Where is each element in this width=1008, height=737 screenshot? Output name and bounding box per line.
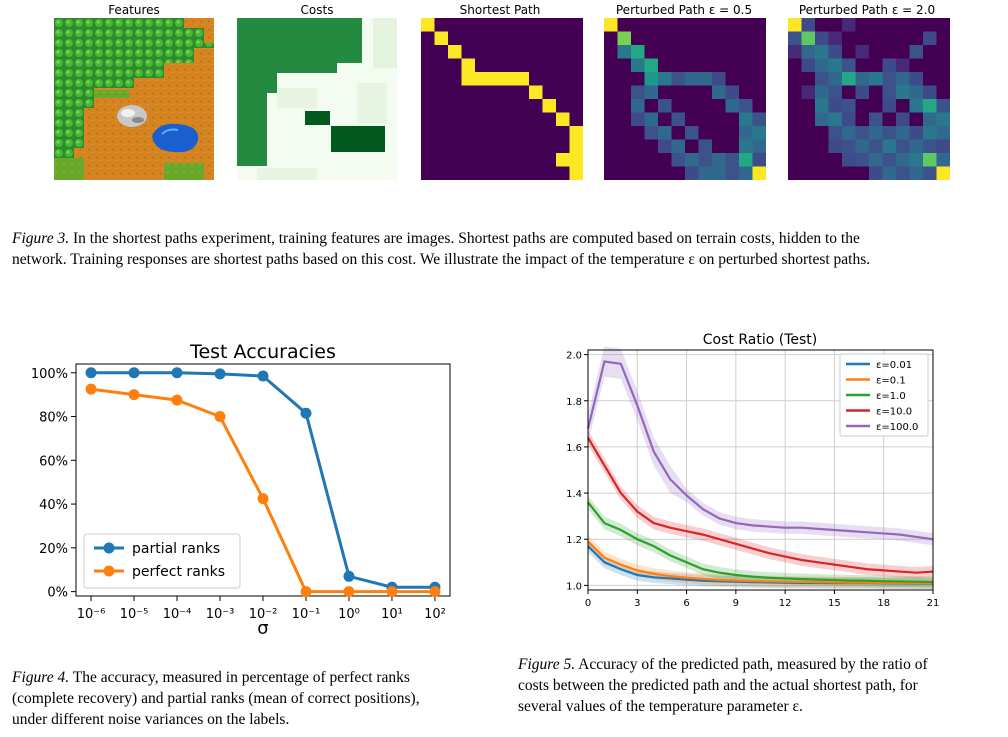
data-point: [85, 367, 97, 379]
legend-label: ε=100.0: [876, 422, 918, 433]
data-point: [343, 570, 355, 582]
chart-legend: ε=0.01 ε=0.1 ε=1.0 ε=10.0 ε=100.0: [839, 353, 929, 437]
data-point: [386, 586, 398, 598]
y-tick-label: 1.8: [566, 397, 582, 408]
legend-label: ε=0.1: [876, 376, 906, 387]
caption-lead: Figure 3.: [12, 230, 70, 247]
y-tick-label: 1.2: [566, 535, 582, 546]
x-tick-label: 10⁻⁵: [120, 607, 149, 622]
legend-label: ε=0.01: [876, 360, 912, 371]
panel-title-features: Features: [108, 3, 160, 17]
x-tick-label: 10⁻¹: [292, 607, 321, 622]
legend-label: partial ranks: [132, 541, 220, 557]
x-tick-label: 10⁻⁶: [77, 607, 106, 622]
series-line: [587, 437, 934, 574]
x-tick-label: 0: [585, 598, 591, 609]
water-icon: [152, 123, 199, 153]
data-point: [214, 411, 226, 423]
x-tick-label: 18: [877, 598, 890, 609]
series-line: [586, 360, 934, 541]
panel-title-costs: Costs: [300, 3, 334, 17]
legend-marker-perfect: [103, 565, 115, 577]
legend-marker-partial: [103, 542, 115, 554]
y-tick-label: 1.4: [566, 489, 582, 500]
perturbed-path-grid-20: [788, 18, 950, 180]
x-tick-label: 3: [634, 598, 640, 609]
features-terrain-image: [54, 18, 214, 180]
shortest-path-grid: [421, 18, 583, 180]
x-tick-label: 10⁰: [338, 607, 360, 622]
series-line: [587, 540, 933, 585]
data-point: [128, 389, 140, 401]
legend-label: ε=1.0: [876, 391, 906, 402]
caption-text: In the shortest paths experiment, traini…: [73, 230, 860, 247]
data-point: [171, 394, 183, 406]
x-tick-label: 21: [927, 598, 940, 609]
data-point: [85, 383, 97, 395]
x-tick-label: 10⁻³: [206, 607, 235, 622]
y-tick-label: 80%: [39, 411, 68, 426]
x-axis-label: σ: [257, 618, 268, 639]
panel-title-perturbed-05: Perturbed Path ε = 0.5: [615, 3, 753, 17]
caption-text: (complete recovery) and partial ranks (m…: [12, 690, 420, 707]
data-point: [300, 586, 312, 598]
x-tick-label: 10¹: [381, 607, 403, 622]
x-tick-label: 10⁻⁴: [163, 607, 192, 622]
rock-icon: [117, 105, 147, 127]
chart-title: Test Accuracies: [189, 341, 336, 363]
data-point: [257, 370, 269, 382]
y-tick-label: 60%: [39, 454, 68, 469]
plot-frame: [587, 349, 934, 591]
panel-title-shortest-path: Shortest Path: [459, 3, 541, 17]
chart-title: Cost Ratio (Test): [703, 332, 817, 348]
x-tick-label: 12: [779, 598, 792, 609]
chart-legend: partial ranks perfect ranks: [83, 533, 241, 589]
data-point: [128, 367, 140, 379]
y-tick-label: 1.6: [566, 443, 582, 454]
perturbed-path-grid-05: [604, 18, 766, 180]
cost-ratio-chart: Cost Ratio (Test) 1.0 1.2 1.4 1.6 1.8 2.0 0 3 6…: [566, 332, 940, 609]
series-band: [588, 430, 933, 579]
costs-map: [237, 18, 397, 180]
y-tick-label: 20%: [39, 542, 68, 557]
legend-label: perfect ranks: [132, 564, 225, 580]
x-tick-label: 10⁻²: [249, 607, 278, 622]
figure-4-caption: Figure 4. The accuracy, measured in perc…: [12, 667, 492, 730]
data-point: [214, 368, 226, 380]
series-band: [588, 495, 933, 588]
test-accuracies-chart: Test Accuracies 0% 20% 40% 60% 80% 100% 10⁻⁶ 1…: [31, 341, 451, 639]
x-tick-label: 15: [828, 598, 841, 609]
y-tick-label: 0%: [47, 586, 68, 601]
data-point: [257, 493, 269, 505]
caption-lead: Figure 5.: [518, 656, 576, 673]
caption-text: under different noise variances on the l…: [12, 711, 290, 728]
y-tick-label: 100%: [31, 367, 68, 382]
x-tick-label: 10²: [424, 607, 446, 622]
caption-text: The accuracy, measured in percentage of …: [72, 669, 410, 686]
caption-text: Accuracy of the predicted path, measured…: [578, 656, 928, 673]
data-point: [171, 367, 183, 379]
figure-5-caption: Figure 5. Accuracy of the predicted path…: [518, 654, 998, 717]
figure-3-caption: Figure 3. In the shortest paths experime…: [12, 228, 997, 270]
x-tick-label: 6: [683, 598, 689, 609]
legend-label: ε=10.0: [876, 407, 912, 418]
panel-title-perturbed-20: Perturbed Path ε = 2.0: [798, 3, 936, 17]
data-point: [429, 586, 441, 598]
series-band: [588, 535, 933, 589]
x-tick-label: 9: [733, 598, 739, 609]
y-tick-label: 1.0: [566, 581, 582, 592]
y-tick-label: 2.0: [566, 351, 582, 362]
data-point: [300, 407, 312, 419]
data-point: [343, 586, 355, 598]
series-line: [587, 501, 934, 584]
y-tick-label: 40%: [39, 498, 68, 513]
caption-lead: Figure 4.: [12, 669, 70, 686]
caption-text: costs between the predicted path and the…: [518, 677, 918, 694]
caption-text: several values of the temperature parame…: [518, 698, 803, 715]
caption-text: network. Training responses are shortest…: [12, 251, 871, 268]
